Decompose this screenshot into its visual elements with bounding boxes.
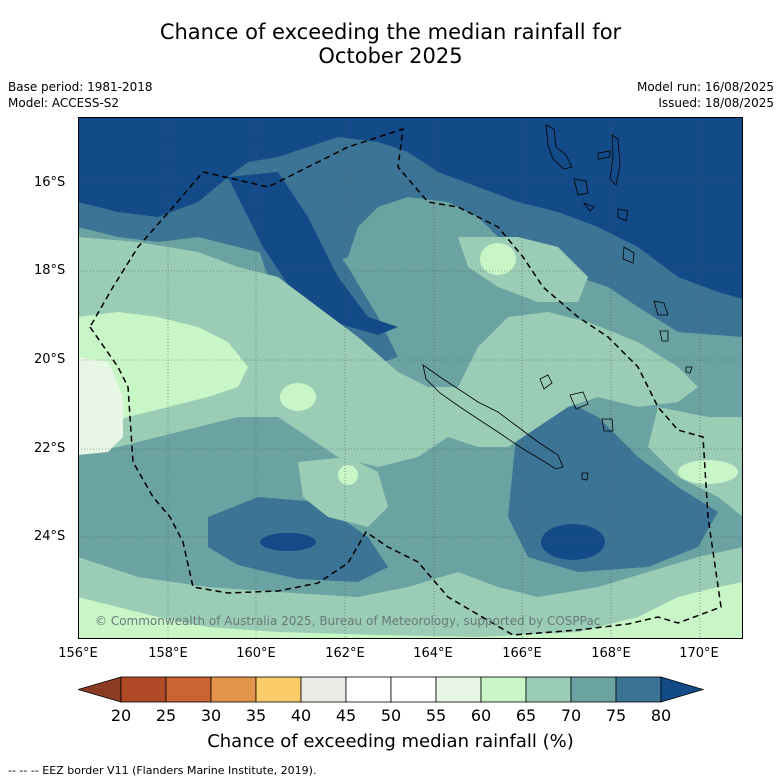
colorbar-label-20: 20 bbox=[110, 706, 132, 725]
region-60-65-patch-center bbox=[280, 383, 316, 411]
lat-tick-24s: 24°S bbox=[34, 529, 66, 544]
eez-legend-note: -- -- -- EEZ border V11 (Flanders Marine… bbox=[8, 764, 317, 777]
lon-tick-160e: 160°E bbox=[236, 646, 276, 661]
lon-tick-168e: 168°E bbox=[591, 646, 631, 661]
colorbar-label-35: 35 bbox=[245, 706, 267, 725]
rainfall-map bbox=[78, 117, 743, 639]
region-gt80-tongue bbox=[228, 172, 398, 335]
colorbar-segment-30-35 bbox=[210, 676, 257, 703]
region-gt80-patch-west bbox=[260, 533, 316, 551]
base-period: Base period: 1981-2018 bbox=[8, 80, 153, 94]
lon-tick-162e: 162°E bbox=[325, 646, 365, 661]
colorbar-segment-65-70 bbox=[525, 676, 572, 703]
lon-tick-158e: 158°E bbox=[148, 646, 188, 661]
model-run: Model run: 16/08/2025 bbox=[636, 80, 774, 94]
colorbar-label-75: 75 bbox=[605, 706, 627, 725]
new-caledonia-coastline bbox=[422, 364, 564, 470]
colorbar-segment-50-55 bbox=[390, 676, 437, 703]
region-65-70-south bbox=[78, 547, 743, 639]
colorbar-segment-45-50 bbox=[345, 676, 392, 703]
region-60-65-patch-northeast bbox=[480, 243, 516, 275]
map-frame bbox=[78, 117, 743, 639]
eez-border bbox=[89, 127, 722, 636]
region-gt80-north bbox=[78, 117, 743, 299]
region-55-60-west bbox=[78, 357, 123, 455]
lon-tick-166e: 166°E bbox=[502, 646, 542, 661]
loyalty-islands-coastline bbox=[539, 374, 614, 481]
copyright-notice: © Commonwealth of Australia 2025, Bureau… bbox=[95, 614, 601, 628]
colorbar-label-45: 45 bbox=[335, 706, 357, 725]
colorbar-label-55: 55 bbox=[425, 706, 447, 725]
colorbar-label-40: 40 bbox=[290, 706, 312, 725]
lon-tick-164e: 164°E bbox=[413, 646, 453, 661]
lat-tick-16s: 16°S bbox=[34, 175, 66, 190]
title-line-1: Chance of exceeding the median rainfall … bbox=[159, 20, 622, 44]
vanuatu-coastline bbox=[545, 124, 693, 374]
colorbar-label-70: 70 bbox=[560, 706, 582, 725]
colorbar-segment-75-80 bbox=[615, 676, 662, 703]
lat-tick-20s: 20°S bbox=[34, 352, 66, 367]
colorbar-label-50: 50 bbox=[380, 706, 402, 725]
colorbar-label-60: 60 bbox=[470, 706, 492, 725]
issued-date: Issued: 18/08/2025 bbox=[658, 96, 774, 110]
colorbar-label-80: 80 bbox=[650, 706, 672, 725]
region-60-65-patch-mid bbox=[338, 465, 358, 485]
colorbar-label-30: 30 bbox=[200, 706, 222, 725]
region-gt80-patch-south bbox=[541, 524, 605, 560]
lon-tick-170e: 170°E bbox=[679, 646, 719, 661]
colorbar-title: Chance of exceeding median rainfall (%) bbox=[207, 731, 574, 752]
colorbar-segment-40-45 bbox=[300, 676, 347, 703]
gridlines bbox=[78, 117, 743, 639]
region-60-65-south-strip bbox=[78, 582, 743, 639]
colorbar-segment-55-60 bbox=[435, 676, 482, 703]
colorbar-segment-70-75 bbox=[570, 676, 617, 703]
colorbar-segment-25-30 bbox=[165, 676, 212, 703]
lat-tick-22s: 22°S bbox=[34, 441, 66, 456]
colorbar-segment-60-65 bbox=[480, 676, 527, 703]
colorbar bbox=[78, 676, 704, 703]
lon-tick-156e: 156°E bbox=[58, 646, 98, 661]
title-line-2: October 2025 bbox=[318, 44, 463, 68]
region-60-65-patch-east bbox=[678, 460, 738, 484]
model-name: Model: ACCESS-S2 bbox=[8, 96, 120, 110]
colorbar-segment-35-40 bbox=[255, 676, 302, 703]
colorbar-label-25: 25 bbox=[155, 706, 177, 725]
region-65-70-central bbox=[78, 237, 698, 467]
colorbar-label-65: 65 bbox=[515, 706, 537, 725]
colorbar-segment-20-25 bbox=[120, 676, 167, 703]
colorbar-under-triangle bbox=[78, 676, 122, 703]
region-65-70-mid-south bbox=[298, 457, 388, 527]
lat-tick-18s: 18°S bbox=[34, 263, 66, 278]
colorbar-over-triangle bbox=[660, 676, 704, 703]
